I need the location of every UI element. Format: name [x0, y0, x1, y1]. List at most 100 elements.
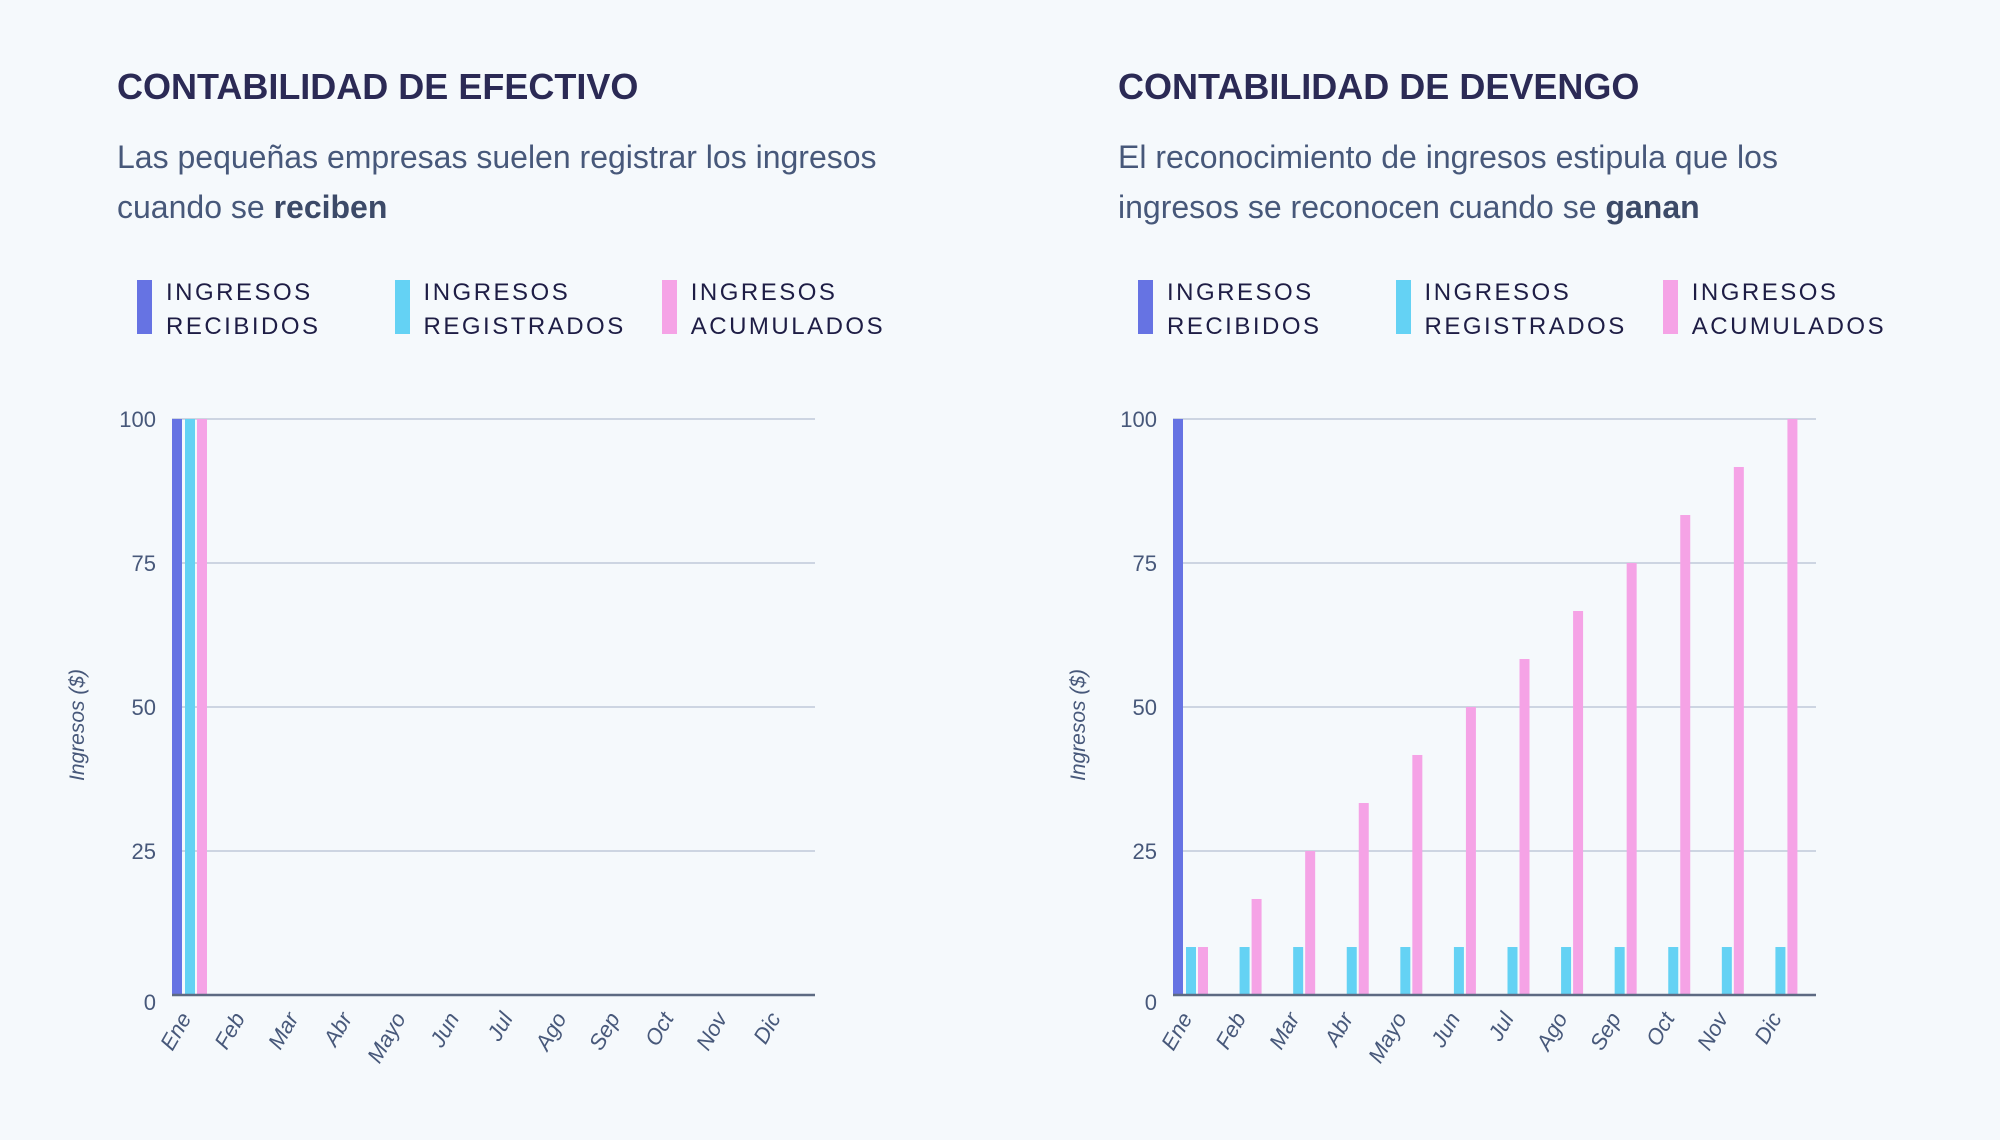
legend-swatch	[1138, 280, 1153, 334]
legend-label: ACUMULADOS	[1691, 313, 1887, 340]
x-tick-label: Feb	[1210, 1008, 1251, 1053]
x-tick-label: Abr	[1318, 1007, 1359, 1052]
cash-accounting-panel: CONTABILIDAD DE EFECTIVO Las pequeñas em…	[66, 0, 1017, 1140]
bar-registered	[1293, 947, 1304, 995]
y-tick-label: 75	[1133, 551, 1157, 576]
legend: INGRESOS RECIBIDOS INGRESOS REGISTRADOS IN…	[1138, 276, 1922, 344]
y-tick-label: 25	[1133, 839, 1157, 864]
legend-label: INGRESOS	[690, 279, 838, 306]
legend-item-accrued: INGRESOS ACUMULADOS	[661, 276, 886, 344]
x-tick-label: Mar	[1264, 1007, 1305, 1054]
legend-swatch	[394, 280, 410, 334]
x-tick-label: Ene	[1156, 1008, 1197, 1054]
y-tick-label: 25	[132, 839, 156, 864]
legend-label: RECIBIDOS	[166, 313, 321, 340]
bar-registered	[1614, 947, 1625, 995]
bar-registered	[1561, 947, 1572, 995]
x-tick-label: Dic	[1749, 1008, 1787, 1048]
bar-accrued	[1733, 466, 1744, 995]
bar-registered	[185, 419, 195, 995]
legend-label: INGRESOS	[166, 279, 313, 306]
x-tick-label: Mayo	[362, 1008, 411, 1067]
bar-accrued	[1465, 707, 1476, 995]
legend-label: RECIBIDOS	[1167, 313, 1322, 340]
bar-registered	[1453, 947, 1464, 995]
legend-swatch	[137, 280, 152, 334]
chart-title: CONTABILIDAD DE EFECTIVO	[117, 66, 639, 107]
bar-registered	[1346, 947, 1357, 995]
y-tick-label: 50	[1133, 695, 1157, 720]
legend-label: INGRESOS	[423, 279, 571, 306]
legend-swatch	[1395, 280, 1411, 334]
x-tick-label: Ago	[1530, 1008, 1572, 1056]
x-tick-label: Feb	[209, 1008, 250, 1053]
bar-received	[172, 419, 182, 995]
bar-registered	[1775, 947, 1786, 995]
y-tick-label: 75	[132, 551, 156, 576]
legend-label: ACUMULADOS	[690, 313, 886, 340]
x-tick-label: Nov	[691, 1006, 733, 1054]
bar-accrued	[1680, 515, 1691, 995]
bar-registered	[1400, 947, 1411, 995]
legend: INGRESOS RECIBIDOS INGRESOS REGISTRADOS IN…	[137, 276, 921, 344]
bar-accrued	[1305, 851, 1316, 995]
bar-registered	[1668, 947, 1679, 995]
subtitle-text: El reconocimiento de ingresos estipula q…	[1118, 139, 1778, 225]
subtitle-bold: ganan	[1605, 189, 1700, 225]
bar-accrued	[1412, 754, 1423, 995]
x-tick-label: Ene	[155, 1008, 196, 1054]
bar-registered	[1239, 947, 1250, 995]
x-tick-label: Sep	[584, 1008, 625, 1054]
bar-accrued	[1573, 610, 1584, 995]
chart-subtitle: El reconocimiento de ingresos estipula q…	[1118, 132, 1898, 232]
chart-subtitle: Las pequeñas empresas suelen registrar l…	[117, 132, 897, 232]
bar-registered	[1721, 947, 1732, 995]
bar-accrued	[1626, 563, 1637, 995]
bar-accrued	[1198, 947, 1208, 995]
y-tick-label: 0	[144, 990, 156, 1015]
x-tick-label: Jul	[482, 1007, 519, 1046]
legend-item-accrued: INGRESOS ACUMULADOS	[1662, 276, 1887, 344]
x-tick-label: Mar	[263, 1007, 304, 1054]
y-tick-label: 100	[1120, 407, 1157, 432]
bar-received	[1173, 419, 1183, 995]
accrual-accounting-panel: CONTABILIDAD DE DEVENGO El reconocimient…	[1067, 0, 2000, 1140]
bar-accrued	[1358, 803, 1369, 995]
bar-accrued	[197, 419, 207, 995]
x-tick-label: Jul	[1483, 1007, 1520, 1046]
cash-bar-chart: 0 25 50 75 100 Ingresos ($) Ene Feb Mar Abr Mayo Ju…	[66, 407, 815, 1067]
legend-swatch	[661, 280, 677, 334]
x-tick-label: Sep	[1585, 1008, 1626, 1054]
x-tick-label: Ago	[529, 1008, 571, 1056]
x-tick-label: Oct	[640, 1007, 679, 1050]
chart-title: CONTABILIDAD DE DEVENGO	[1118, 66, 1640, 107]
x-tick-label: Jun	[1425, 1008, 1465, 1052]
legend-item-registered: INGRESOS REGISTRADOS	[394, 276, 626, 344]
bar-registered	[1507, 947, 1518, 995]
y-tick-label: 100	[119, 407, 156, 432]
legend-label: REGISTRADOS	[1424, 313, 1627, 340]
legend-label: REGISTRADOS	[423, 313, 626, 340]
bar-accrued	[1787, 419, 1798, 995]
legend-item-received: INGRESOS RECIBIDOS	[137, 276, 321, 344]
x-tick-label: Nov	[1692, 1006, 1734, 1054]
y-tick-label: 0	[1145, 990, 1157, 1015]
x-tick-label: Dic	[748, 1008, 786, 1048]
y-tick-label: 50	[132, 695, 156, 720]
bar-accrued	[1519, 659, 1530, 995]
legend-swatch	[1662, 280, 1678, 334]
x-tick-label: Mayo	[1363, 1008, 1412, 1067]
x-tick-label: Jun	[424, 1008, 464, 1052]
bar-accrued	[1251, 898, 1262, 995]
legend-item-received: INGRESOS RECIBIDOS	[1138, 276, 1322, 344]
legend-item-registered: INGRESOS REGISTRADOS	[1395, 276, 1627, 344]
legend-label: INGRESOS	[1424, 279, 1572, 306]
bar-registered	[1186, 947, 1196, 995]
y-axis-label: Ingresos ($)	[66, 669, 89, 781]
accrual-bar-chart: 0 25 50 75 100 Ingresos ($) Ene Feb Mar Abr Mayo Ju…	[1067, 407, 1816, 1067]
legend-label: INGRESOS	[1691, 279, 1839, 306]
y-axis-label: Ingresos ($)	[1067, 669, 1090, 781]
legend-label: INGRESOS	[1167, 279, 1314, 306]
x-tick-label: Abr	[317, 1007, 358, 1052]
subtitle-text: Las pequeñas empresas suelen registrar l…	[117, 139, 877, 225]
